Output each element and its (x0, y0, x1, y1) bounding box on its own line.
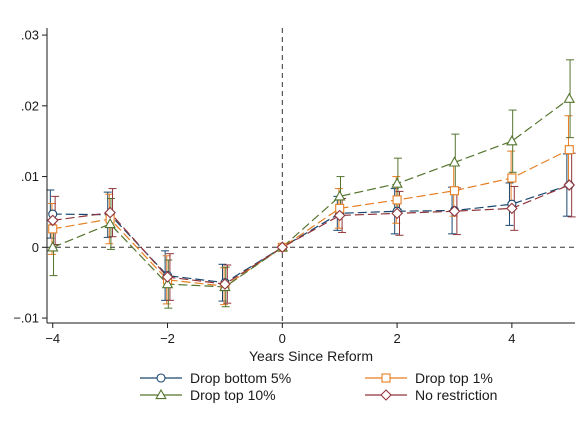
data-point-drop-top-10 (563, 92, 575, 103)
data-point-drop-top-10 (47, 241, 59, 252)
series-line-drop-top-10 (52, 98, 570, 288)
data-point-drop-top-1 (449, 186, 460, 196)
axes: −.01 0 .01 .02 .03 −4 −2 0 2 4 (13, 28, 575, 346)
data-point-no-restriction (104, 206, 116, 219)
data-point-no-restriction (46, 214, 59, 227)
series-lines (52, 98, 570, 288)
x-tick-label: −4 (45, 331, 60, 346)
plot-area (47, 28, 575, 323)
legend-swatch-marker (380, 389, 392, 401)
legend-item-no-restriction: No restriction (365, 387, 497, 403)
data-point-drop-top-10 (506, 135, 518, 146)
series-line-no-restriction (52, 184, 570, 285)
legend-swatch-marker (156, 373, 166, 383)
data-point-no-restriction (448, 205, 461, 218)
legend-label: Drop bottom 5% (190, 370, 291, 386)
data-point-drop-top-10 (448, 156, 461, 167)
data-point-no-restriction (276, 241, 289, 254)
series-markers (46, 92, 576, 292)
y-tick-label: −.01 (13, 311, 39, 326)
data-point-drop-top-1 (564, 145, 574, 155)
data-point-drop-top-10 (161, 277, 174, 289)
x-tick-label: 2 (393, 331, 400, 346)
legend-label: No restriction (415, 387, 497, 403)
legend-swatch-marker (155, 388, 167, 400)
x-tick-label: −2 (160, 331, 175, 346)
legend-label: Drop top 10% (190, 387, 276, 403)
x-tick-label: 0 (279, 331, 286, 346)
legend-swatch-marker (381, 373, 391, 383)
reference-lines (47, 28, 575, 323)
x-axis-title: Years Since Reform (249, 348, 373, 364)
legend-item-drop-top-10: Drop top 10% (140, 387, 276, 403)
data-point-no-restriction (563, 179, 576, 191)
y-tick-label: .01 (21, 169, 39, 184)
series-line-drop-bottom-5 (52, 184, 570, 284)
data-point-drop-top-1 (507, 173, 517, 183)
legend-label: Drop top 1% (415, 370, 493, 386)
data-point-drop-top-10 (333, 190, 346, 201)
series-line-drop-top-1 (52, 149, 570, 287)
data-point-drop-top-10 (391, 177, 403, 188)
data-point-drop-top-10 (104, 217, 116, 229)
data-point-no-restriction (161, 271, 174, 283)
data-point-no-restriction (391, 207, 403, 220)
y-tick-label: .02 (21, 98, 39, 113)
plot-background (47, 28, 575, 323)
data-point-no-restriction (219, 278, 231, 290)
data-point-no-restriction (333, 209, 346, 222)
legend-item-drop-top-1: Drop top 1% (365, 370, 493, 386)
legend-item-drop-bottom-5: Drop bottom 5% (140, 370, 291, 386)
data-point-drop-top-1 (392, 195, 402, 205)
y-tick-label: 0 (32, 240, 39, 255)
x-tick-label: 4 (508, 331, 515, 346)
legend: Drop bottom 5% Drop top 1% Drop top 10% No … (140, 370, 497, 403)
y-tick-label: .03 (21, 28, 39, 43)
data-point-no-restriction (506, 202, 518, 215)
